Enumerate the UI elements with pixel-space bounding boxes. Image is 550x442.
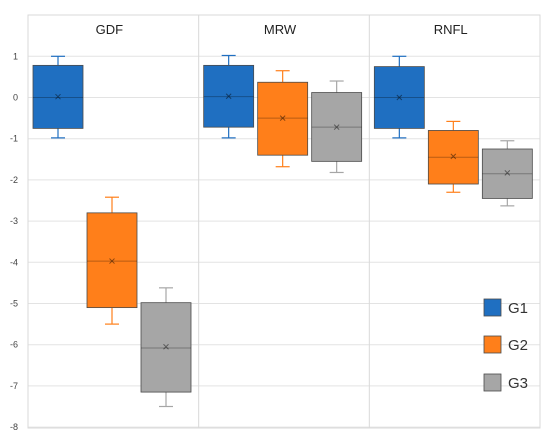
box-rnfl-g3: [481, 148, 533, 199]
legend-swatch-g3: [483, 373, 502, 392]
y-tick-label: -2: [10, 175, 18, 185]
mean-marker-gdf-g1: [55, 93, 61, 100]
mean-marker-gdf-g2: [109, 258, 115, 264]
box-mrw-g3: [311, 92, 363, 162]
y-tick-label: 0: [13, 93, 18, 103]
y-tick-label: 1: [13, 51, 18, 61]
legend-label-g3: G3: [508, 375, 528, 392]
mean-marker-gdf-g3: [163, 343, 169, 350]
box-gdf-g3: [140, 302, 192, 393]
box-rnfl-g1: [373, 66, 425, 129]
legend-label-g2: G2: [508, 337, 528, 354]
y-tick-label: -6: [10, 340, 18, 350]
legend-swatch-g2: [483, 335, 502, 354]
y-tick-label: -5: [10, 299, 18, 309]
mean-marker-mrw-g1: [225, 93, 232, 100]
box-mrw-g1: [203, 64, 255, 128]
y-tick-label: -7: [10, 381, 18, 391]
panel-title-rnfl: RNFL: [434, 22, 468, 37]
box-rnfl-g2: [427, 130, 479, 185]
y-tick-label: -3: [10, 216, 18, 226]
mean-marker-rnfl-g1: [396, 94, 403, 101]
box-gdf-g1: [32, 64, 84, 129]
legend-swatch-g1: [483, 298, 502, 317]
legend-label-g1: G1: [508, 300, 528, 317]
mean-marker-mrw-g3: [333, 124, 340, 131]
panel-title-gdf: GDF: [96, 22, 124, 37]
panel-title-mrw: MRW: [264, 22, 297, 37]
y-tick-label: -1: [10, 134, 18, 144]
y-tick-label: -4: [10, 257, 18, 267]
plot-frame: [27, 14, 541, 429]
mean-marker-rnfl-g2: [450, 153, 457, 160]
box-gdf-g2: [86, 212, 138, 309]
mean-marker-mrw-g2: [279, 115, 286, 121]
box-mrw-g2: [257, 81, 309, 156]
y-tick-label: -8: [10, 422, 18, 432]
mean-marker-rnfl-g3: [504, 170, 511, 176]
